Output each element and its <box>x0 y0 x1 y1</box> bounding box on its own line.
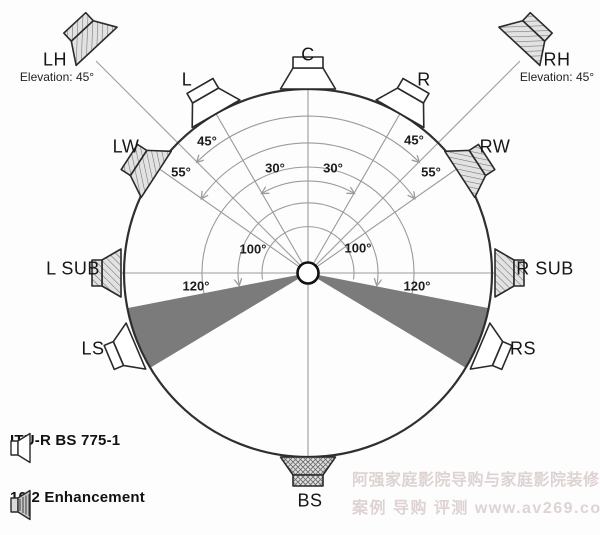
itu-speaker-icon <box>10 432 31 464</box>
c-label: C <box>301 44 315 65</box>
r-label: R <box>417 69 431 90</box>
speakers <box>63 11 553 487</box>
angle-right-100: 100° <box>344 240 372 256</box>
l-speaker-icon <box>186 77 241 129</box>
angle-right-55: 55° <box>421 164 441 180</box>
lsub-speaker-icon <box>91 248 122 298</box>
lsub-label: L SUB <box>46 258 100 279</box>
enhancement-speaker-icon <box>10 489 31 521</box>
legend-enhancement-label: 10.2 Enhancement <box>10 489 145 506</box>
bs-label: BS <box>297 490 323 511</box>
rw-speaker-icon <box>444 143 496 199</box>
radial-guide-lines <box>95 60 521 457</box>
arc-30 <box>262 180 354 193</box>
legend-item-enhancement: 10.2 Enhancement <box>10 489 145 521</box>
angle-left-100: 100° <box>239 241 267 257</box>
ls-label: LS <box>81 338 105 359</box>
watermark-line2: 案例 导购 评测 www.av269.com <box>352 500 600 517</box>
r-speaker-icon <box>375 77 430 129</box>
rsub-speaker-icon <box>494 248 525 298</box>
lw-speaker-icon <box>120 143 172 199</box>
rh-elevation-note: Elevation: 45° <box>519 70 595 84</box>
legend-itu-label: ITU-R BS 775-1 <box>10 432 121 449</box>
listener-head <box>296 261 320 285</box>
angle-left-120: 120° <box>182 278 210 294</box>
line-right-45-height <box>307 60 521 274</box>
line-right-55 <box>307 167 460 274</box>
ls-speaker-icon <box>103 322 147 371</box>
angle-right-45: 45° <box>404 132 424 148</box>
angle-left-30: 30° <box>265 160 285 176</box>
c-speaker-icon <box>279 56 337 90</box>
bs-speaker-icon <box>279 456 337 487</box>
angle-right-30: 30° <box>323 160 343 176</box>
rh-speaker-icon <box>498 11 553 67</box>
arc-120 <box>201 166 415 326</box>
arc-100 <box>238 202 378 285</box>
angle-left-45: 45° <box>197 133 217 149</box>
rs-speaker-icon <box>469 322 513 371</box>
angle-right-120: 120° <box>403 278 431 294</box>
arc-45 <box>197 115 419 162</box>
surround-zone-right-wedge <box>308 273 489 368</box>
lw-label: LW <box>112 136 140 157</box>
rs-label: RS <box>509 338 537 359</box>
rh-label: RH <box>543 49 571 70</box>
arc-inner <box>261 226 355 280</box>
surround-zone-left-wedge <box>127 273 309 368</box>
lh-label: LH <box>42 49 68 70</box>
line-left-55 <box>156 167 309 274</box>
lh-elevation-note: Elevation: 45° <box>19 70 95 84</box>
rw-label: RW <box>479 136 511 157</box>
rsub-label: R SUB <box>516 258 574 279</box>
watermark-line1: 阿强家庭影院导购与家庭影院装修网 <box>352 472 600 489</box>
arc-55 <box>202 142 415 198</box>
angle-left-55: 55° <box>171 164 191 180</box>
l-label: L <box>181 69 193 90</box>
line-left-45-height <box>95 60 309 274</box>
lh-speaker-icon <box>63 11 118 67</box>
legend-item-itu: ITU-R BS 775-1 <box>10 432 121 464</box>
angle-arcs <box>197 115 419 326</box>
